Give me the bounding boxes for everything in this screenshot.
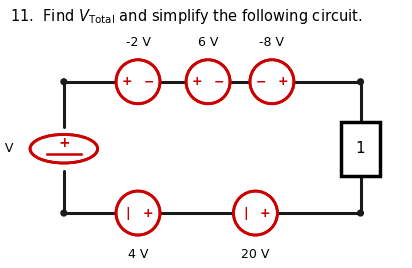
Ellipse shape (61, 79, 67, 85)
Text: |: | (126, 207, 131, 219)
Text: 6 V: 6 V (198, 36, 218, 49)
Text: −: − (144, 75, 154, 88)
Ellipse shape (30, 135, 98, 163)
Text: 1: 1 (356, 141, 365, 156)
Ellipse shape (358, 79, 363, 85)
Ellipse shape (186, 60, 230, 104)
Ellipse shape (61, 210, 67, 216)
Text: +: + (58, 136, 70, 150)
Ellipse shape (234, 191, 277, 235)
Text: -2 V: -2 V (126, 36, 150, 49)
Text: +: + (122, 75, 132, 88)
Text: |: | (243, 207, 248, 219)
Ellipse shape (250, 60, 294, 104)
Text: +: + (143, 207, 153, 219)
Text: −: − (214, 75, 224, 88)
Text: −: − (256, 75, 266, 88)
Bar (341, 122, 380, 176)
Text: +: + (260, 207, 271, 219)
Text: 10 V: 10 V (0, 142, 14, 155)
Text: +: + (192, 75, 202, 88)
Ellipse shape (358, 210, 363, 216)
Ellipse shape (116, 191, 160, 235)
Text: 11.  Find $V_{\mathrm{Total}}$ and simplify the following circuit.: 11. Find $V_{\mathrm{Total}}$ and simpli… (10, 7, 363, 26)
Text: 4 V: 4 V (128, 248, 148, 262)
Text: 20 V: 20 V (241, 248, 269, 262)
Text: +: + (278, 75, 288, 88)
Ellipse shape (116, 60, 160, 104)
Text: -8 V: -8 V (260, 36, 284, 49)
